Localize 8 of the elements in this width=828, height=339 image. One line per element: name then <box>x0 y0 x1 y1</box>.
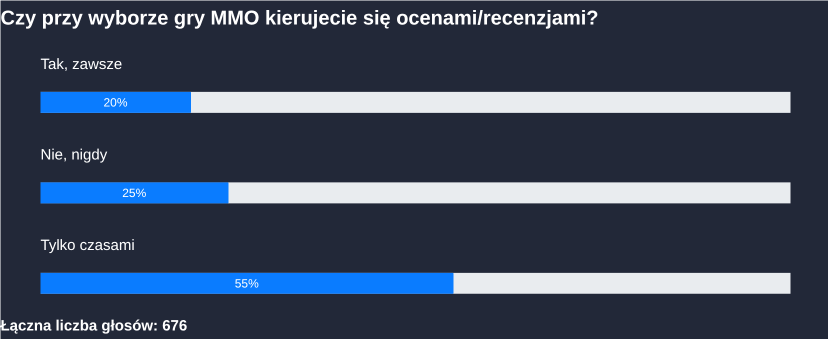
data-label: 55% <box>234 276 260 290</box>
data-label: 25% <box>122 186 147 200</box>
text: Łączna liczba głosów: 676 <box>0 318 188 334</box>
y-tick-label: Tylko czasami <box>40 236 135 254</box>
y-tick-label: Tak, zawsze <box>40 56 122 73</box>
y-tick-label: Nie, nigdy <box>40 146 108 164</box>
data-label: 20% <box>103 95 128 110</box>
chart-title: Czy przy wyborze gry MMO kierujecie się ocenami/recenzjami? <box>0 8 598 30</box>
